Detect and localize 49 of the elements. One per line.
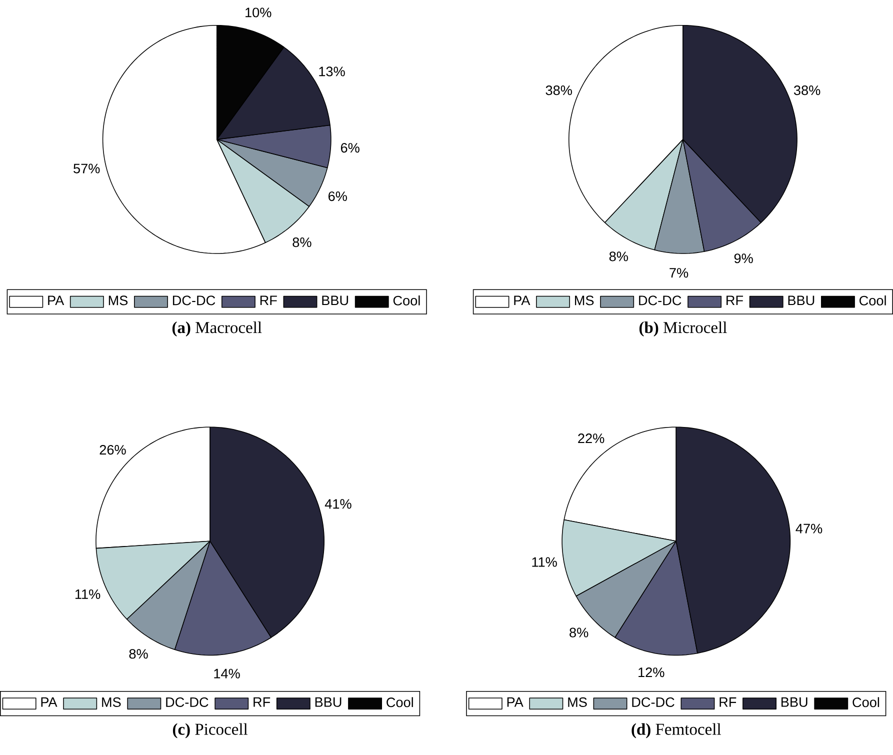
legend-label: Cool: [852, 697, 880, 708]
data-label: 8%: [570, 628, 588, 638]
data-label: 8%: [609, 252, 628, 262]
data-label: 8%: [129, 649, 148, 659]
data-label: 41%: [324, 499, 352, 509]
legend-label: RF: [260, 296, 277, 306]
legend-label: RF: [720, 698, 736, 707]
data-label: 10%: [246, 8, 272, 18]
legend-label: PA: [514, 296, 530, 306]
text: (d) Femtocell: [632, 723, 722, 738]
legend-label: BBU: [788, 296, 814, 306]
data-label: 57%: [74, 164, 100, 174]
data-label: 22%: [578, 434, 604, 444]
data-label: 14%: [214, 668, 240, 678]
legend-label: MS: [108, 296, 128, 306]
data-label: 11%: [75, 590, 100, 600]
data-label: 8%: [292, 238, 312, 248]
legend-label: Cool: [393, 296, 420, 306]
text: (b) Microcell: [639, 322, 727, 337]
legend-label: BBU: [315, 698, 342, 708]
text: (c) Picocell: [172, 723, 248, 738]
legend-label: DC-DC: [172, 296, 216, 306]
data-label: 6%: [328, 192, 347, 202]
legend-label: Cool: [860, 296, 886, 306]
legend-label: DC-DC: [639, 296, 682, 306]
legend-label: BBU: [782, 698, 808, 708]
legend-label: PA: [48, 296, 64, 306]
data-label: 7%: [670, 268, 688, 278]
text: (a) Macrocell: [172, 322, 262, 337]
legend-label: MS: [102, 698, 121, 708]
data-label: 47%: [796, 524, 822, 534]
legend-label: PA: [507, 698, 524, 707]
data-label: 26%: [100, 445, 126, 455]
legend-label: BBU: [322, 296, 348, 306]
legend-label: RF: [254, 698, 270, 707]
legend-label: Cool: [386, 697, 413, 708]
data-label: 38%: [546, 86, 572, 96]
legend-label: MS: [575, 296, 594, 306]
data-label: 12%: [638, 668, 664, 678]
legend-label: DC-DC: [632, 698, 674, 708]
data-label: 13%: [319, 66, 345, 76]
legend-label: MS: [568, 698, 587, 708]
data-label: 6%: [340, 143, 360, 153]
legend-label: PA: [41, 698, 58, 707]
legend-label: RF: [726, 296, 743, 306]
data-label: 11%: [532, 557, 557, 567]
data-label: 38%: [794, 86, 820, 96]
legend-label: DC-DC: [166, 698, 208, 708]
data-label: 9%: [734, 254, 753, 264]
